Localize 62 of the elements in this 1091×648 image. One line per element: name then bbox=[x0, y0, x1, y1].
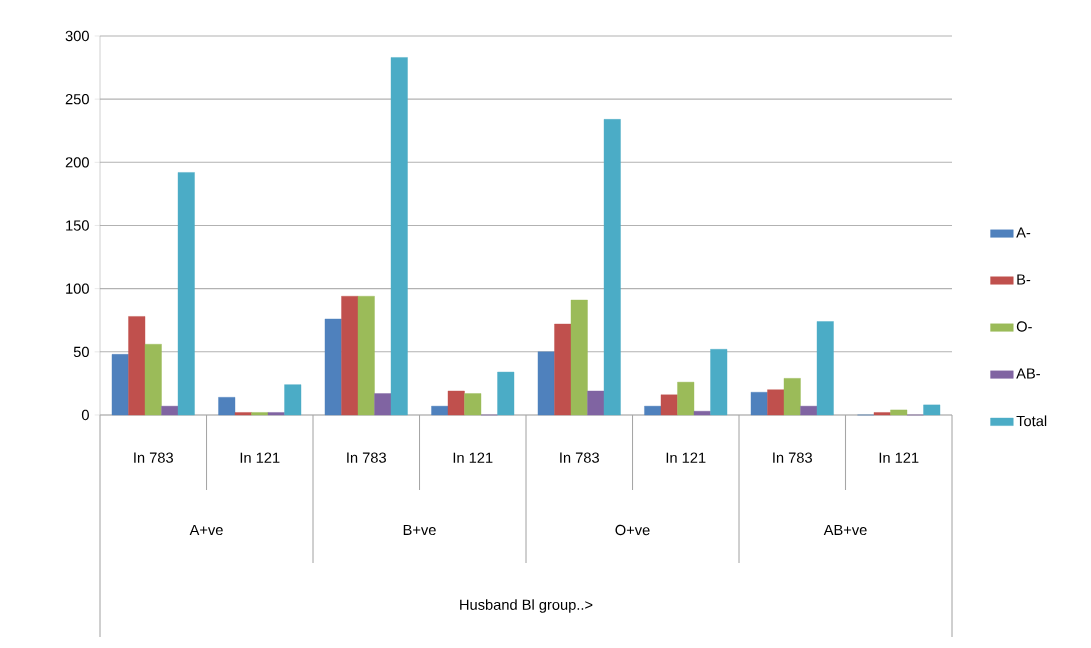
bar bbox=[251, 412, 269, 416]
x-tick-label: In 121 bbox=[879, 452, 919, 463]
bar bbox=[341, 296, 359, 416]
legend-label: A- bbox=[1016, 227, 1031, 238]
bar bbox=[677, 381, 695, 416]
legend-label: AB- bbox=[1016, 368, 1040, 379]
bar bbox=[537, 351, 555, 416]
bar bbox=[873, 412, 891, 416]
text: A+ve bbox=[189, 524, 223, 536]
y-tick-label: 50 bbox=[73, 346, 89, 358]
bar bbox=[464, 393, 482, 416]
legend-label: Total bbox=[1016, 415, 1047, 427]
bar bbox=[890, 409, 908, 416]
text: B+ve bbox=[403, 524, 436, 536]
y-tick-label: 100 bbox=[66, 283, 89, 294]
x-tick-label: In 121 bbox=[666, 452, 706, 463]
bar bbox=[497, 371, 515, 416]
bar bbox=[603, 119, 621, 416]
bar bbox=[161, 405, 179, 416]
x-tick-label: In 121 bbox=[240, 452, 280, 463]
bar bbox=[750, 392, 768, 416]
bar bbox=[324, 318, 342, 416]
text: O+ve bbox=[615, 524, 650, 536]
y-tick-label: 300 bbox=[65, 30, 89, 42]
bar bbox=[923, 404, 941, 416]
bar bbox=[431, 405, 449, 416]
bar bbox=[447, 390, 465, 416]
bar bbox=[177, 172, 195, 416]
y-tick-label: 150 bbox=[66, 220, 89, 231]
bar bbox=[660, 394, 678, 416]
bar bbox=[570, 299, 588, 416]
x-tick-label: In 783 bbox=[773, 452, 812, 463]
bar bbox=[111, 354, 129, 416]
bar bbox=[816, 321, 834, 416]
bar bbox=[783, 378, 801, 416]
bar bbox=[390, 57, 408, 416]
bar bbox=[710, 349, 728, 416]
x-tick-label: In 783 bbox=[347, 452, 386, 463]
bar bbox=[284, 384, 302, 416]
text: AB+ve bbox=[823, 524, 867, 536]
bar bbox=[767, 389, 785, 416]
bar bbox=[644, 405, 662, 416]
x-tick-label: In 783 bbox=[560, 452, 599, 463]
x-tick-label: In 121 bbox=[453, 452, 493, 463]
bar bbox=[144, 344, 162, 416]
bar bbox=[374, 393, 392, 416]
bar bbox=[554, 323, 572, 416]
bar bbox=[587, 390, 605, 416]
legend-label: B- bbox=[1017, 274, 1031, 285]
bar bbox=[693, 411, 711, 416]
bar bbox=[267, 412, 285, 416]
bar bbox=[218, 397, 236, 416]
bar bbox=[800, 405, 818, 416]
bar bbox=[357, 296, 375, 416]
text: Husband Bl group..> bbox=[460, 599, 593, 613]
legend-label: O- bbox=[1016, 321, 1032, 332]
y-tick-label: 0 bbox=[81, 409, 89, 421]
y-tick-label: 200 bbox=[65, 157, 89, 168]
x-tick-label: In 783 bbox=[134, 452, 173, 463]
bar bbox=[234, 412, 252, 416]
bar bbox=[128, 316, 146, 416]
y-tick-label: 250 bbox=[65, 93, 89, 105]
